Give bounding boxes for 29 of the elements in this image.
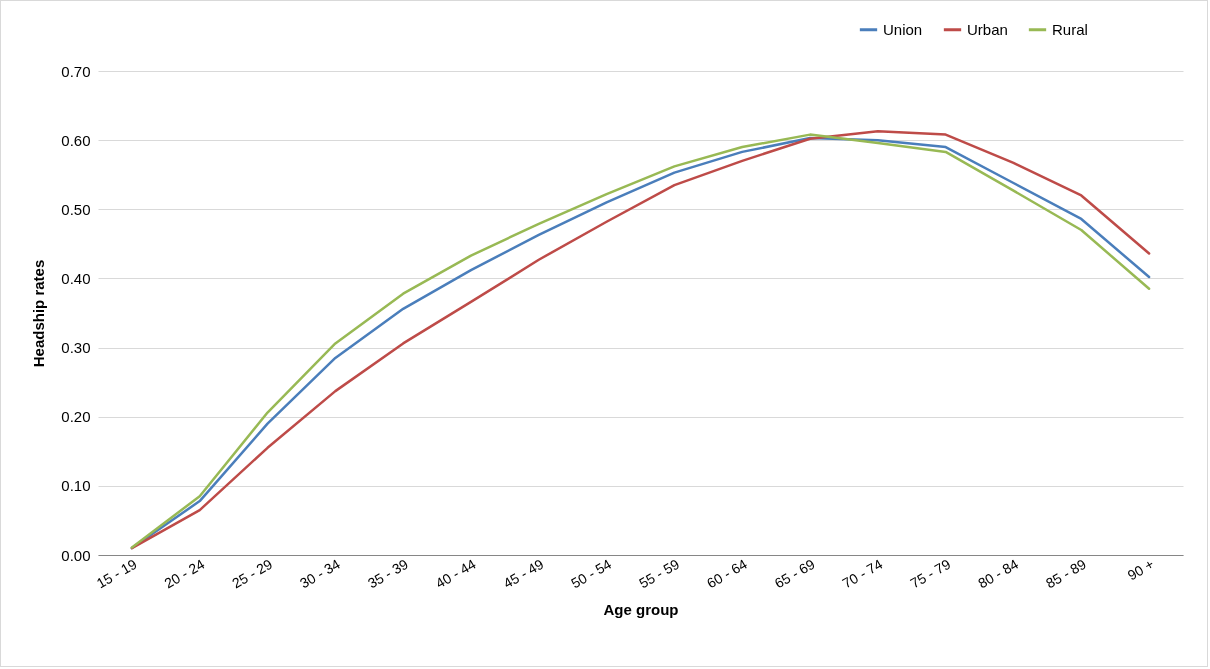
x-tick-label: 20 - 24 — [161, 555, 208, 592]
x-tick-label: 80 - 84 — [975, 555, 1022, 592]
x-tick-label: 15 - 19 — [93, 555, 140, 592]
x-tick-label: 35 - 39 — [364, 555, 411, 592]
x-tick-label: 60 - 64 — [703, 555, 750, 592]
x-axis-title: Age group — [603, 601, 679, 619]
y-axis-title: Headship rates — [30, 259, 48, 368]
x-tick-label: 65 - 69 — [771, 555, 818, 592]
y-tick-label: 0.30 — [61, 339, 91, 357]
x-tick-label: 70 - 74 — [839, 555, 886, 592]
y-tick-label: 0.40 — [61, 269, 91, 287]
y-tick-label: 0.20 — [61, 408, 91, 426]
x-tick-label: 30 - 34 — [297, 555, 344, 592]
x-tick-label: 50 - 54 — [568, 555, 615, 592]
legend-label: Union — [883, 20, 923, 38]
x-tick-label: 25 - 29 — [229, 555, 276, 592]
y-tick-label: 0.10 — [61, 477, 91, 495]
x-tick-label: 45 - 49 — [500, 555, 547, 592]
x-tick-label: 40 - 44 — [432, 555, 479, 592]
y-tick-label: 0.70 — [61, 62, 91, 80]
legend-label: Urban — [967, 20, 1008, 38]
y-tick-label: 0.00 — [61, 546, 91, 564]
x-tick-label: 90 + — [1124, 555, 1157, 584]
x-tick-label: 75 - 79 — [907, 555, 954, 592]
x-tick-label: 55 - 59 — [636, 555, 683, 592]
y-tick-label: 0.60 — [61, 131, 91, 149]
x-tick-label: 85 - 89 — [1043, 555, 1089, 592]
y-tick-label: 0.50 — [61, 200, 91, 218]
legend-label: Rural — [1052, 20, 1088, 38]
